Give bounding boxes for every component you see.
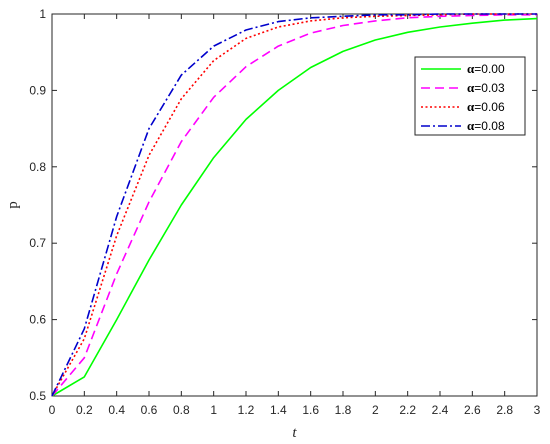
- x-tick-label: 0.8: [173, 403, 190, 417]
- y-axis: 0.5 0.6 0.7 0.8 0.9 1: [29, 7, 537, 403]
- legend-value: =0.03: [474, 81, 505, 95]
- legend-alpha-symbol: α: [467, 80, 475, 95]
- series-line-0: [51, 17, 538, 397]
- series-line-2: [51, 13, 537, 397]
- y-tick-label: 0.6: [29, 313, 46, 327]
- legend-label-2: α=0.06: [467, 99, 505, 114]
- legend: α=0.00α=0.03α=0.06α=0.08: [414, 56, 526, 136]
- x-tick-label: 2: [372, 403, 379, 417]
- legend-label-1: α=0.03: [467, 80, 505, 95]
- x-tick-label: 3: [534, 403, 541, 417]
- legend-label-0: α=0.00: [467, 61, 505, 76]
- legend-value: =0.00: [474, 62, 505, 76]
- x-tick-label: 0.4: [108, 403, 125, 417]
- x-axis-label: t: [292, 425, 297, 441]
- y-tick-label: 0.8: [29, 160, 46, 174]
- legend-label-3: α=0.08: [467, 118, 505, 133]
- x-tick-label: 0.2: [76, 403, 93, 417]
- x-tick-label: 1: [210, 403, 217, 417]
- x-axis: 0 0.2 0.4 0.6 0.8 1 1.2 1.4 1.6 1.8 2 2.2 2.4 2.6 2.8 3: [49, 14, 541, 417]
- x-tick-label: 1.6: [302, 403, 319, 417]
- series-line-3: [51, 13, 537, 397]
- y-tick-label: 0.9: [29, 83, 46, 97]
- y-axis-label: p: [5, 201, 21, 209]
- legend-alpha-symbol: α: [467, 118, 475, 133]
- x-tick-label: 1.2: [238, 403, 255, 417]
- y-tick-label: 1: [39, 7, 46, 21]
- x-tick-label: 2.4: [432, 403, 449, 417]
- series-line-1: [51, 14, 537, 397]
- x-tick-label: 2.8: [496, 403, 513, 417]
- y-tick-label: 0.5: [29, 389, 46, 403]
- legend-alpha-symbol: α: [467, 61, 475, 76]
- x-tick-label: 1.8: [335, 403, 352, 417]
- legend-value: =0.08: [474, 119, 505, 133]
- y-tick-label: 0.7: [29, 236, 46, 250]
- series-lines: [51, 13, 538, 397]
- legend-value: =0.06: [474, 100, 505, 114]
- legend-box: [414, 56, 526, 136]
- x-tick-label: 1.4: [270, 403, 287, 417]
- legend-alpha-symbol: α: [467, 99, 475, 114]
- x-tick-label: 2.6: [464, 403, 481, 417]
- x-tick-label: 0.6: [141, 403, 158, 417]
- x-tick-label: 0: [49, 403, 56, 417]
- x-tick-label: 2.2: [399, 403, 416, 417]
